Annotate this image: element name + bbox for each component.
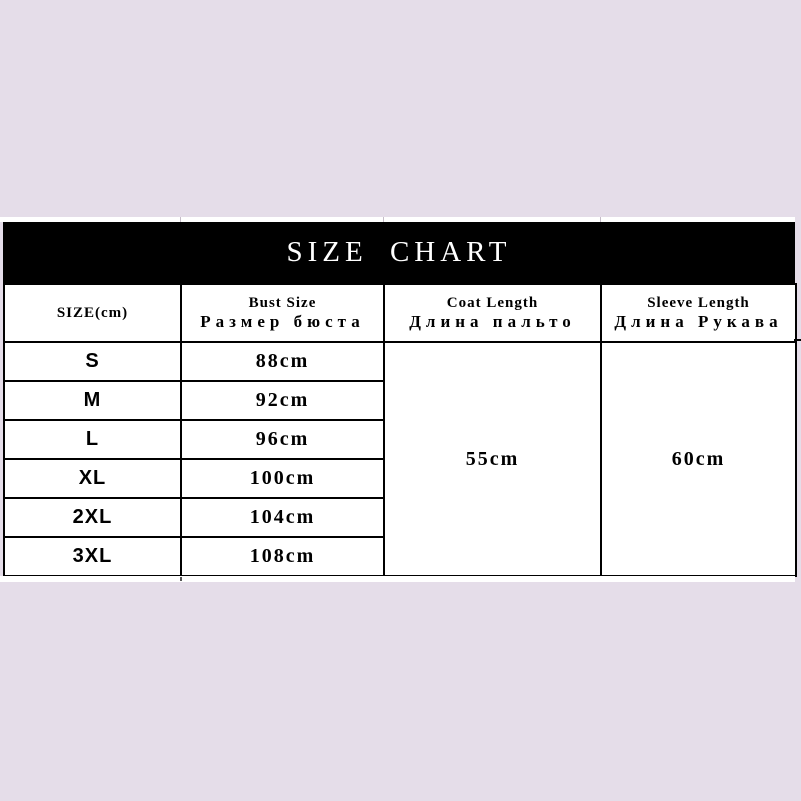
table-row: 3XL 108cm — [3, 536, 796, 577]
size-value: L — [3, 419, 182, 460]
column-divider-tick — [180, 577, 182, 581]
header-sleeve-ru: Длина Рукава — [614, 312, 783, 331]
header-coat-en: Coat Length — [446, 295, 539, 311]
bust-value: 88cm — [180, 341, 385, 382]
header-coat: Coat Length Длина пальто — [383, 283, 602, 343]
bust-value: 96cm — [180, 419, 385, 460]
header-bust: Bust Size Размер бюста — [180, 283, 385, 343]
table-row: XL 100cm — [3, 458, 796, 499]
bust-value: 100cm — [180, 458, 385, 499]
size-value: 3XL — [3, 536, 182, 577]
table-row: 2XL 104cm — [3, 497, 796, 538]
header-bust-en: Bust Size — [248, 295, 317, 311]
sleeve-length-value: 60cm — [600, 341, 797, 577]
table-row: L 96cm — [3, 419, 796, 460]
table-top-white-strip — [0, 217, 795, 222]
size-value: M — [3, 380, 182, 421]
size-chart-table: SIZE(cm) Bust Size Размер бюста Coat Len… — [3, 283, 797, 577]
size-value: XL — [3, 458, 182, 499]
header-border-extension — [794, 339, 801, 341]
header-size-label: SIZE(cm) — [56, 305, 129, 321]
table-bottom-white-strip — [0, 576, 795, 582]
bust-value: 108cm — [180, 536, 385, 577]
column-divider-tick — [180, 217, 181, 222]
size-chart: SIZE CHART SIZE(cm) Bust Size Размер бюс… — [3, 222, 797, 577]
header-row: SIZE(cm) Bust Size Размер бюста Coat Len… — [3, 283, 797, 343]
size-value: S — [3, 341, 182, 382]
header-sleeve: Sleeve Length Длина Рукава — [600, 283, 797, 343]
header-size: SIZE(cm) — [3, 283, 182, 343]
size-value: 2XL — [3, 497, 182, 538]
header-coat-ru: Длина пальто — [409, 312, 576, 331]
header-sleeve-en: Sleeve Length — [647, 295, 750, 311]
header-bust-ru: Размер бюста — [200, 312, 365, 331]
bust-value: 92cm — [180, 380, 385, 421]
column-divider-tick — [600, 217, 601, 222]
table-row: M 92cm — [3, 380, 796, 421]
column-divider-tick — [383, 217, 384, 222]
table-row: S 88cm 55cm 60cm — [3, 341, 797, 577]
size-chart-title-bar: SIZE CHART — [3, 222, 795, 283]
bust-value: 104cm — [180, 497, 385, 538]
coat-length-value: 55cm — [383, 341, 602, 577]
size-chart-title: SIZE CHART — [286, 236, 512, 268]
